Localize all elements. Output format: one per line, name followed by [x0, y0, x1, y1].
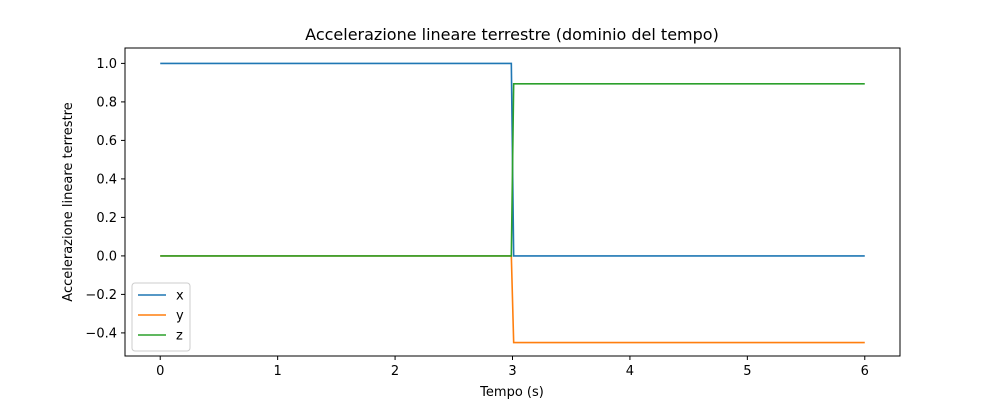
x-tick-label: 3: [508, 364, 516, 379]
y-tick-label: 0.8: [96, 95, 117, 110]
y-axis-label: Accelerazione lineare terrestre: [61, 102, 76, 301]
legend-box: [131, 282, 191, 352]
x-axis-label: Tempo (s): [479, 385, 544, 400]
x-tick-label: 2: [391, 364, 399, 379]
y-tick-label: 0.6: [96, 134, 117, 149]
plot-frame: [124, 47, 901, 357]
y-tick-label: −0.4: [85, 326, 117, 341]
y-tick-label: 0.0: [96, 249, 117, 264]
legend: xyz: [131, 282, 191, 352]
y-tick-label: 1.0: [96, 57, 117, 72]
x-tick-label: 1: [274, 364, 282, 379]
y-tick-label: 0.2: [96, 211, 117, 226]
x-tick-label: 5: [743, 364, 751, 379]
series-line-z: [160, 83, 865, 257]
chart-title: Accelerazione lineare terrestre (dominio…: [305, 25, 719, 44]
x-tick-label: 6: [861, 364, 869, 379]
x-tick-label: 4: [626, 364, 634, 379]
series-line-y: [160, 255, 865, 344]
x-tick-label: 0: [156, 364, 164, 379]
legend-label-y: y: [176, 309, 184, 324]
y-tick-label: 0.4: [96, 172, 117, 187]
legend-label-z: z: [176, 329, 183, 344]
legend-label-x: x: [176, 289, 184, 304]
y-tick-label: −0.2: [85, 288, 117, 303]
